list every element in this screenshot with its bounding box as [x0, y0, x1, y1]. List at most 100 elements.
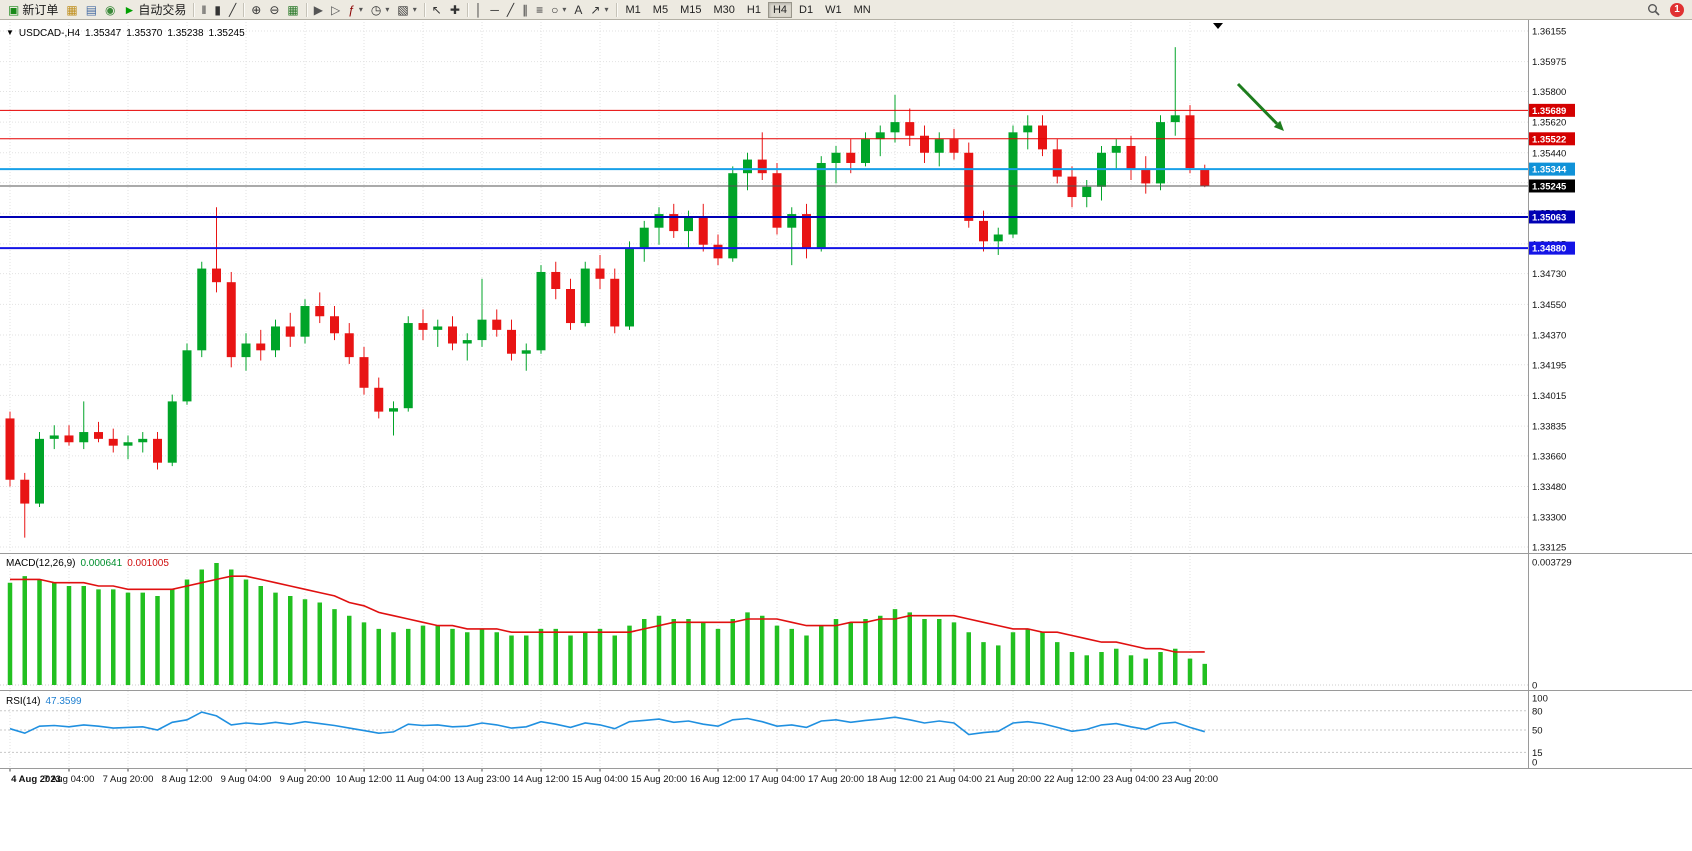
chart-profile-button[interactable]: ▦	[62, 1, 81, 19]
candle	[1156, 122, 1165, 184]
scroll-to-end-marker[interactable]	[1213, 23, 1223, 29]
timeframe-h4-button[interactable]: H4	[767, 1, 792, 18]
svg-text:1.35800: 1.35800	[1532, 87, 1566, 98]
cursor-button[interactable]: ↖	[428, 1, 446, 19]
candle	[1111, 145, 1121, 153]
candle	[1200, 168, 1210, 186]
auto-trading-icon: ►	[123, 2, 136, 17]
svg-text:10 Aug 12:00: 10 Aug 12:00	[336, 774, 392, 785]
svg-text:7 Aug 04:00: 7 Aug 04:00	[44, 774, 95, 785]
timeframe-h1-button[interactable]: H1	[742, 2, 766, 18]
candle	[654, 214, 664, 228]
timeframe-m15-button[interactable]: M15	[675, 2, 706, 18]
price-tag	[1529, 210, 1575, 224]
new-order-button[interactable]: ▣ 新订单	[4, 1, 62, 19]
svg-text:1.33660: 1.33660	[1532, 451, 1566, 462]
line-chart-mode-button[interactable]: ╱	[225, 1, 240, 19]
svg-text:1.35245: 1.35245	[1532, 181, 1567, 192]
svg-text:13 Aug 23:00: 13 Aug 23:00	[454, 774, 510, 785]
svg-text:9 Aug 20:00: 9 Aug 20:00	[280, 774, 331, 785]
candle	[890, 122, 900, 133]
print-icon: ▤	[85, 2, 98, 17]
periods-button[interactable]: ◷ ▾	[367, 1, 394, 19]
auto-scroll-button[interactable]: ▶	[310, 1, 327, 19]
candle	[330, 316, 339, 334]
ohlc-close: 1.35245	[208, 28, 245, 39]
toolbar-separator	[615, 2, 617, 17]
svg-text:14 Aug 12:00: 14 Aug 12:00	[513, 774, 569, 785]
new-order-icon: ▣	[8, 2, 20, 17]
templates-button[interactable]: ▧ ▾	[393, 1, 420, 19]
new-order-label: 新订单	[22, 3, 59, 17]
timeframe-d1-button[interactable]: D1	[794, 2, 818, 18]
candle	[1185, 115, 1195, 169]
timeframe-m1-button[interactable]: M1	[621, 2, 646, 18]
auto-scroll-icon: ▶	[313, 2, 323, 17]
svg-text:1.35620: 1.35620	[1532, 118, 1566, 129]
price-tag	[1529, 179, 1575, 193]
auto-trading-button[interactable]: ► 自动交易	[120, 1, 191, 19]
timeframe-button-group: M1 M5 M15 M30 H1 H4 D1 W1 MN	[620, 1, 877, 18]
zoom-out-button[interactable]: ⊖	[265, 1, 283, 19]
toolbar-separator	[466, 2, 468, 17]
shapes-tool-button[interactable]: ○ ▾	[547, 1, 570, 19]
expand-triangle-icon[interactable]: ▼	[6, 28, 14, 37]
arrow-annotation[interactable]	[1236, 82, 1279, 125]
candle	[389, 408, 398, 412]
search-button[interactable]	[1643, 1, 1664, 19]
candle	[418, 323, 428, 330]
crosshair-button[interactable]: ✚	[446, 1, 464, 19]
svg-text:8 Aug 12:00: 8 Aug 12:00	[162, 774, 213, 785]
arrow-annotation-head[interactable]	[1273, 120, 1284, 131]
candlestick-mode-button[interactable]: ▮	[210, 1, 225, 19]
candle	[212, 268, 221, 283]
chart-window: 4 Aug 2023 7 Aug 04:00 7 Aug 20:00 8 Aug 12…	[0, 20, 1692, 851]
candle	[1052, 149, 1062, 177]
print-button[interactable]: ▤	[82, 1, 101, 19]
svg-text:22 Aug 12:00: 22 Aug 12:00	[1044, 774, 1100, 785]
rsi-value: 47.3599	[45, 696, 82, 707]
bar-chart-mode-button[interactable]: ‖	[197, 1, 210, 19]
chart-shift-button[interactable]: ▷	[327, 1, 344, 19]
timeframe-m30-button[interactable]: M30	[708, 2, 739, 18]
candle	[580, 268, 590, 324]
fibonacci-tool-button[interactable]: ≡	[532, 1, 547, 19]
candle	[1023, 125, 1033, 133]
timeframe-w1-button[interactable]: W1	[820, 2, 847, 18]
svg-text:15 Aug 20:00: 15 Aug 20:00	[631, 774, 687, 785]
refresh-button[interactable]: ◉	[101, 1, 119, 19]
candle	[669, 214, 679, 232]
horizontal-line-tool-button[interactable]: ─	[486, 1, 503, 19]
candle	[79, 432, 89, 443]
svg-text:1.35063: 1.35063	[1532, 212, 1566, 223]
indicators-list-button[interactable]: ƒ ▾	[344, 1, 367, 19]
chart-title: ▼ USDCAD-,H4 1.35347 1.35370 1.35238 1.3…	[6, 28, 245, 39]
svg-text:1.34550: 1.34550	[1532, 300, 1566, 311]
arrows-tool-button[interactable]: ↗ ▾	[586, 1, 612, 19]
candle	[993, 234, 1003, 242]
svg-text:15 Aug 04:00: 15 Aug 04:00	[572, 774, 628, 785]
timeframe-mn-button[interactable]: MN	[849, 2, 876, 18]
chart-profile-icon: ▦	[66, 2, 78, 17]
channel-tool-button[interactable]: ∥	[518, 1, 532, 19]
trendline-tool-button[interactable]: ╱	[503, 1, 518, 19]
price-tag	[1529, 132, 1575, 146]
indicators-list-dropdown-icon: ▾	[358, 5, 363, 14]
periods-icon: ◷	[370, 2, 382, 17]
price-tag	[1529, 162, 1575, 176]
price-tag	[1529, 241, 1575, 255]
svg-text:21 Aug 04:00: 21 Aug 04:00	[926, 774, 982, 785]
candle	[1141, 169, 1151, 184]
timeframe-m5-button[interactable]: M5	[648, 2, 673, 18]
notification-badge[interactable]: 1	[1670, 2, 1684, 17]
tile-windows-button[interactable]: ▦	[283, 1, 302, 19]
candle	[846, 152, 856, 163]
svg-text:1.33480: 1.33480	[1532, 482, 1566, 493]
toolbar-right-group: 1	[1643, 1, 1688, 19]
vertical-line-tool-button[interactable]: │	[471, 1, 487, 19]
zoom-in-button[interactable]: ⊕	[247, 1, 265, 19]
text-tool-button[interactable]: A	[570, 1, 586, 19]
candle	[507, 329, 516, 354]
candle	[197, 268, 207, 351]
